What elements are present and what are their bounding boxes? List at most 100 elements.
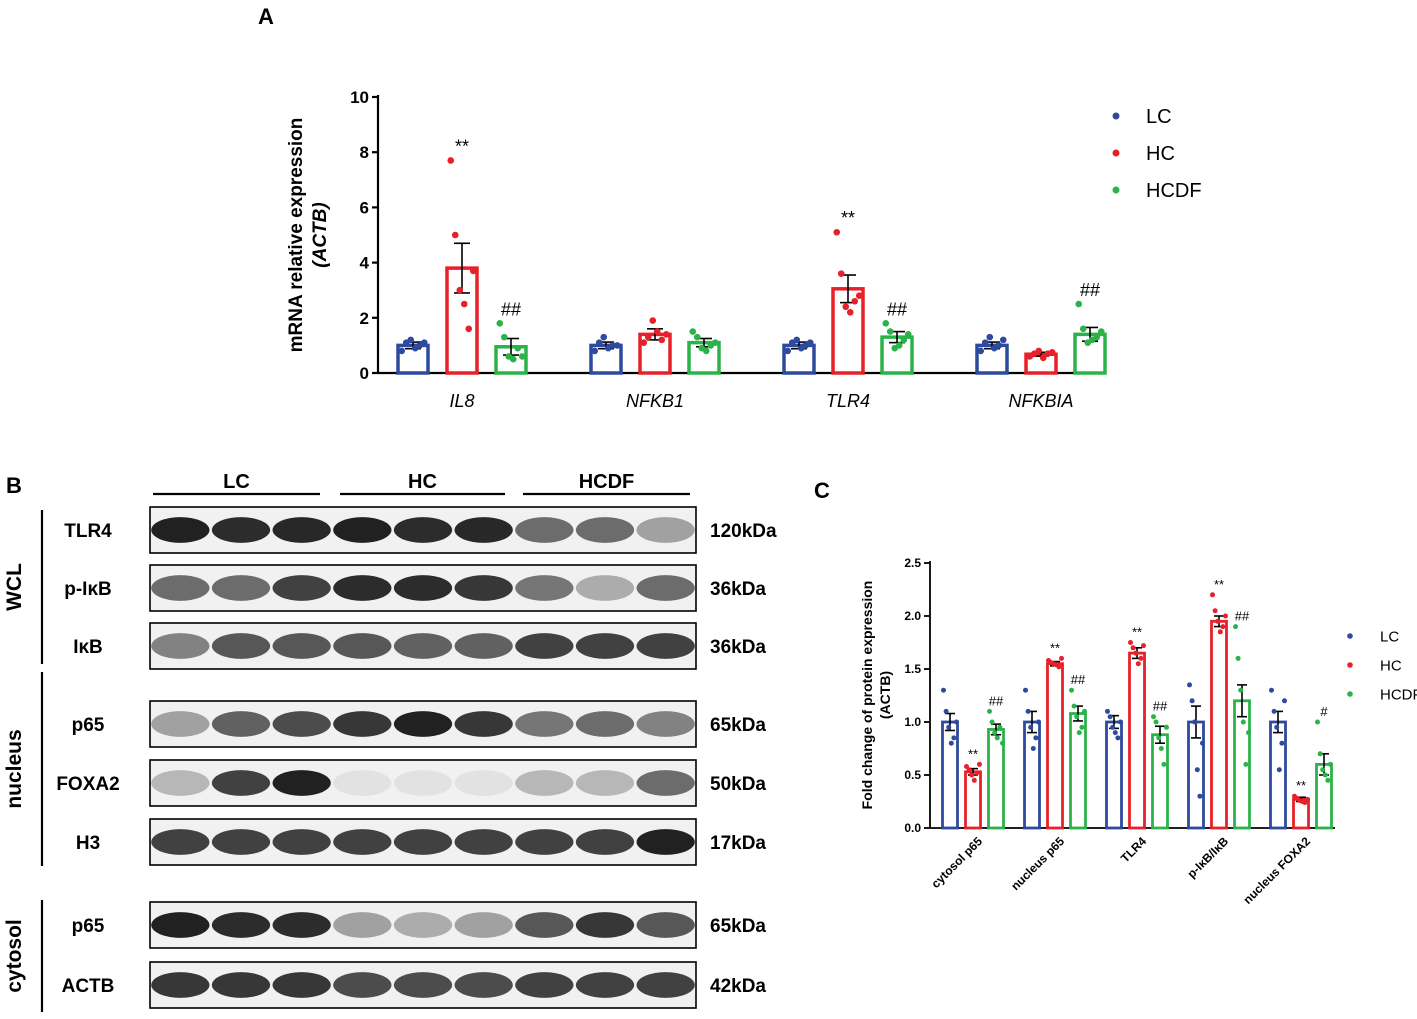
data-point (1223, 613, 1228, 619)
blot-band (211, 972, 271, 998)
data-point (1135, 661, 1141, 667)
significance-mark: ** (455, 136, 469, 156)
data-point (1039, 354, 1047, 362)
data-point (1153, 719, 1159, 725)
data-point (855, 292, 863, 300)
band-name-label: p65 (72, 715, 105, 736)
data-point (407, 336, 415, 344)
blot-band (151, 770, 210, 796)
panel-a-bars: ** ## ** ## ## (396, 136, 1107, 375)
blot-band (211, 829, 271, 855)
molecular-weight-label: 120kDa (710, 521, 777, 542)
blot-band (575, 829, 635, 855)
blot-band (515, 517, 574, 543)
data-point (451, 231, 459, 239)
data-point (995, 342, 1003, 349)
blot-band (636, 633, 695, 659)
data-point (969, 772, 975, 778)
data-point (595, 339, 603, 346)
y-tick-label: 8 (360, 143, 369, 162)
blot-band (333, 829, 392, 855)
data-point (1246, 730, 1251, 736)
data-point (460, 300, 468, 308)
data-point (1118, 719, 1123, 725)
data-point (1164, 724, 1169, 730)
data-point (992, 730, 998, 736)
data-point (711, 339, 719, 346)
blot-band (272, 575, 331, 601)
data-point (1233, 624, 1238, 630)
blot-band (151, 972, 210, 998)
x-category-label: cytosol p65 (929, 834, 986, 891)
y-tick-label: 2.0 (904, 609, 921, 623)
blot-band (515, 575, 574, 601)
blot-band (454, 575, 513, 601)
data-point (1282, 698, 1287, 704)
data-point (649, 317, 657, 324)
molecular-weight-label: 65kDa (710, 715, 766, 736)
blot-band (272, 711, 331, 737)
data-point (1200, 740, 1205, 746)
data-point (1035, 347, 1043, 355)
data-point (1238, 687, 1244, 693)
data-point (1212, 608, 1218, 614)
data-point (886, 328, 894, 335)
blot-band (515, 972, 574, 998)
data-point (1243, 761, 1249, 767)
blot-band (454, 829, 513, 855)
data-point (447, 157, 455, 164)
y-tick-label: 0.5 (904, 768, 921, 782)
data-point (1115, 735, 1121, 741)
data-point (644, 333, 652, 341)
data-point (1328, 761, 1333, 767)
data-point (951, 735, 957, 741)
data-point (1056, 664, 1062, 670)
blot-band (575, 633, 635, 659)
data-point (1048, 349, 1056, 356)
data-point (653, 328, 661, 335)
blot-band (454, 517, 513, 543)
x-category-label: IL8 (449, 391, 474, 411)
data-point (465, 325, 473, 333)
data-point (496, 320, 504, 327)
data-point (1161, 761, 1167, 767)
x-category-label: TLR4 (1118, 834, 1149, 865)
data-point (1197, 793, 1203, 799)
data-point (981, 339, 989, 346)
panel-c-label: C (814, 478, 830, 503)
data-point (1215, 618, 1221, 624)
group-header: HC (408, 471, 437, 493)
legend-marker (1347, 633, 1353, 639)
band-name-label: IκB (73, 637, 103, 658)
blot-band (515, 633, 574, 659)
y-tick-label: 2 (360, 309, 369, 328)
data-point (846, 308, 854, 316)
x-category-label: NFKB1 (626, 391, 684, 411)
data-point (689, 328, 697, 335)
legend-label: HCDF (1380, 686, 1417, 703)
blot-bands: TLR4 120kDa p-IκB 36kDa IκB 36kDa p65 65kDa FOXA… (56, 506, 777, 1009)
y-tick-label: 0.0 (904, 821, 921, 835)
band-name-label: TLR4 (64, 521, 112, 542)
y-tick-label: 1.5 (904, 662, 921, 676)
data-point (1156, 735, 1162, 741)
data-point (693, 333, 701, 341)
blot-band (333, 711, 392, 737)
y-tick-label: 2.5 (904, 556, 921, 570)
data-point (806, 339, 814, 346)
data-point (509, 355, 517, 363)
blot-band (272, 633, 331, 659)
blot-band (272, 770, 331, 796)
x-category-label: p-IκB/IκB (1184, 834, 1231, 881)
data-point (1028, 724, 1034, 730)
data-point (997, 724, 1003, 730)
blot-band (515, 770, 574, 796)
data-point (900, 336, 908, 344)
data-point (994, 735, 1000, 741)
data-point (1110, 724, 1116, 730)
y-tick-label: 6 (360, 198, 369, 217)
blot-band (272, 829, 331, 855)
bar (1269, 720, 1287, 830)
data-point (943, 708, 949, 714)
